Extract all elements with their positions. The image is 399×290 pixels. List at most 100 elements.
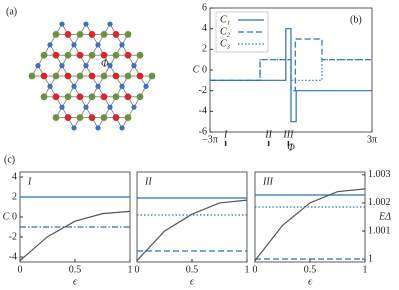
x-axis-label: ϵ — [190, 276, 195, 287]
x-tick-label: 1 — [128, 264, 133, 275]
lattice-site — [112, 114, 120, 121]
y2-tick-label: 1.002 — [368, 197, 391, 208]
lattice — [28, 21, 156, 131]
lattice-site — [76, 114, 84, 121]
y-tick-label: -2 — [9, 231, 17, 242]
y-tick-label: 4 — [12, 171, 17, 182]
legend-label: C₃ — [220, 38, 231, 49]
lattice-site — [100, 114, 108, 121]
lattice-site — [52, 31, 60, 38]
lattice-site — [59, 63, 65, 69]
plot-frame — [136, 171, 248, 263]
lattice-site — [47, 83, 53, 89]
lattice-site — [52, 72, 60, 80]
panel-label: I — [27, 176, 32, 187]
series-line — [136, 199, 248, 262]
x-tick-label: 0.5 — [69, 264, 82, 275]
lattice-site — [88, 114, 96, 121]
lattice-site — [40, 51, 48, 59]
lattice-site — [76, 93, 84, 101]
lattice-site — [107, 63, 113, 69]
lattice-site — [47, 42, 53, 48]
lattice-site — [76, 72, 84, 80]
lattice-site — [83, 104, 89, 110]
lattice-site — [88, 93, 96, 101]
legend-label: C₂ — [220, 26, 231, 37]
lattice-site — [88, 72, 96, 80]
lattice-site — [28, 72, 36, 80]
annotation-label: I — [223, 129, 228, 140]
lattice-site — [124, 31, 132, 38]
y-tick-label: -4 — [199, 106, 207, 117]
lattice-site — [52, 93, 60, 101]
panel-label: (a) — [6, 6, 17, 17]
panel-label: (c) — [4, 154, 15, 165]
y-tick-label: -2 — [199, 85, 207, 96]
lattice-site — [71, 42, 77, 48]
lattice-site — [112, 72, 120, 80]
lattice-site — [119, 83, 125, 89]
lattice-site — [119, 125, 125, 131]
series-line — [19, 210, 131, 262]
y-tick-label: 2 — [202, 44, 207, 55]
x-tick-label: 0.5 — [186, 264, 199, 275]
lattice-site — [100, 72, 108, 80]
series-line — [210, 59, 372, 81]
lattice-site — [59, 104, 65, 110]
lattice-site — [76, 51, 84, 59]
x-tick-label: 3π — [367, 134, 377, 145]
lattice-site — [64, 114, 72, 121]
lattice-site — [100, 93, 108, 101]
x-tick-label: 1 — [245, 264, 250, 275]
lattice-site — [88, 51, 96, 59]
x-tick-label: 0.5 — [304, 264, 317, 275]
lattice-site — [35, 63, 41, 69]
series-line — [254, 188, 366, 261]
y2-tick-label: 1.003 — [368, 169, 391, 180]
annotation-label: II — [264, 129, 272, 140]
lattice-site — [131, 104, 137, 110]
lattice-site — [124, 51, 132, 59]
y-axis-label: C — [3, 211, 10, 222]
lattice-site — [52, 51, 60, 59]
series-line — [210, 38, 372, 92]
lattice-site — [124, 93, 132, 101]
lattice-site — [124, 114, 132, 121]
x-axis-label: ϵ — [308, 276, 313, 287]
lattice-site — [148, 72, 156, 80]
lattice-site — [52, 114, 60, 121]
lattice-site — [107, 21, 113, 27]
lattice-site — [143, 83, 149, 89]
lattice-site — [124, 72, 132, 80]
lattice-site — [40, 93, 48, 101]
y-tick-label: 0 — [12, 211, 17, 222]
lattice-site — [112, 93, 120, 101]
lattice-site — [131, 63, 137, 69]
lattice-site — [95, 83, 101, 89]
lattice-site — [95, 125, 101, 131]
lattice-site — [136, 72, 144, 80]
y-tick-label: -4 — [9, 251, 17, 262]
lattice-site — [71, 83, 77, 89]
lattice-site — [107, 104, 113, 110]
x-tick-label: 0 — [253, 264, 258, 275]
lattice-site — [40, 72, 48, 80]
lattice-site — [100, 31, 108, 38]
lattice-site — [112, 51, 120, 59]
lattice-site — [88, 31, 96, 38]
y-tick-label: -6 — [199, 126, 207, 137]
plot-frame — [19, 171, 131, 263]
panel-label: (b) — [350, 14, 362, 25]
flux-label: Φ — [101, 58, 109, 69]
panel-label: III — [262, 176, 274, 187]
x-axis-label: Φ — [287, 142, 295, 153]
y-tick-label: 2 — [12, 191, 17, 202]
y2-tick-label: 1 — [368, 253, 373, 264]
lattice-site — [95, 42, 101, 48]
x-tick-label: 0 — [135, 264, 140, 275]
y2-tick-label: 1.001 — [368, 225, 391, 236]
lattice-site — [64, 72, 72, 80]
x-tick-label: 0 — [18, 264, 23, 275]
lattice-site — [112, 31, 120, 38]
